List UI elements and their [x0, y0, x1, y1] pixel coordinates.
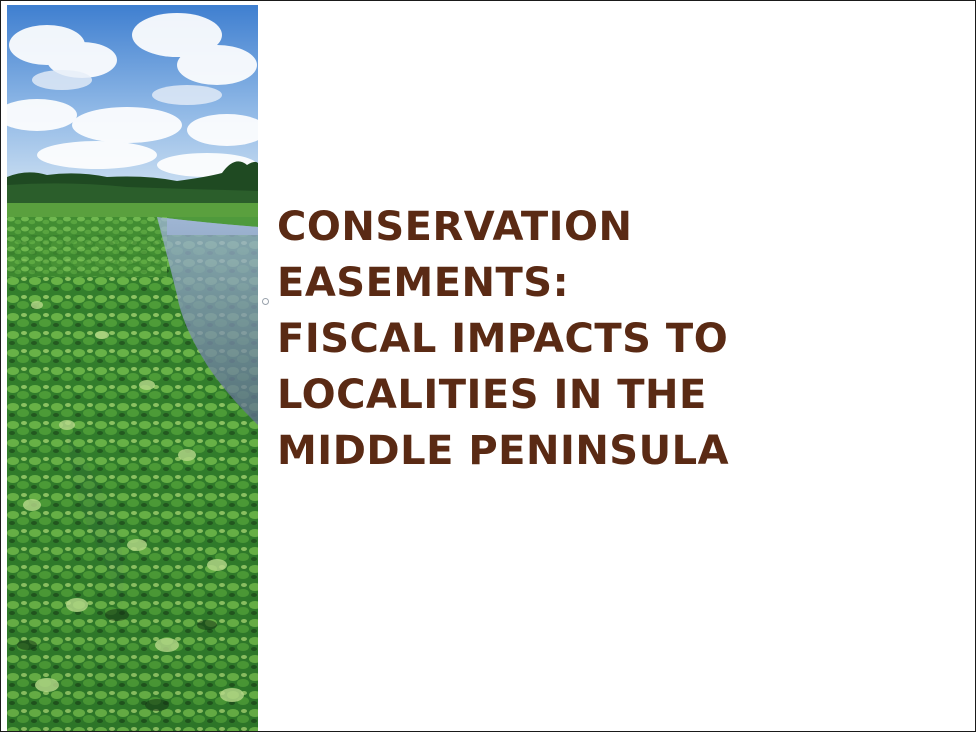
title-line-1: CONSERVATION [277, 204, 633, 250]
title-line-5: MIDDLE PENINSULA [277, 428, 730, 474]
slide-title: CONSERVATION EASEMENTS: FISCAL IMPACTS T… [277, 199, 957, 479]
title-line-2: EASEMENTS: [277, 260, 570, 306]
marsh-landscape-photo [7, 5, 258, 731]
title-line-4: LOCALITIES IN THE [277, 372, 707, 418]
placeholder-handle [262, 298, 269, 305]
title-line-3: FISCAL IMPACTS TO [277, 316, 729, 362]
